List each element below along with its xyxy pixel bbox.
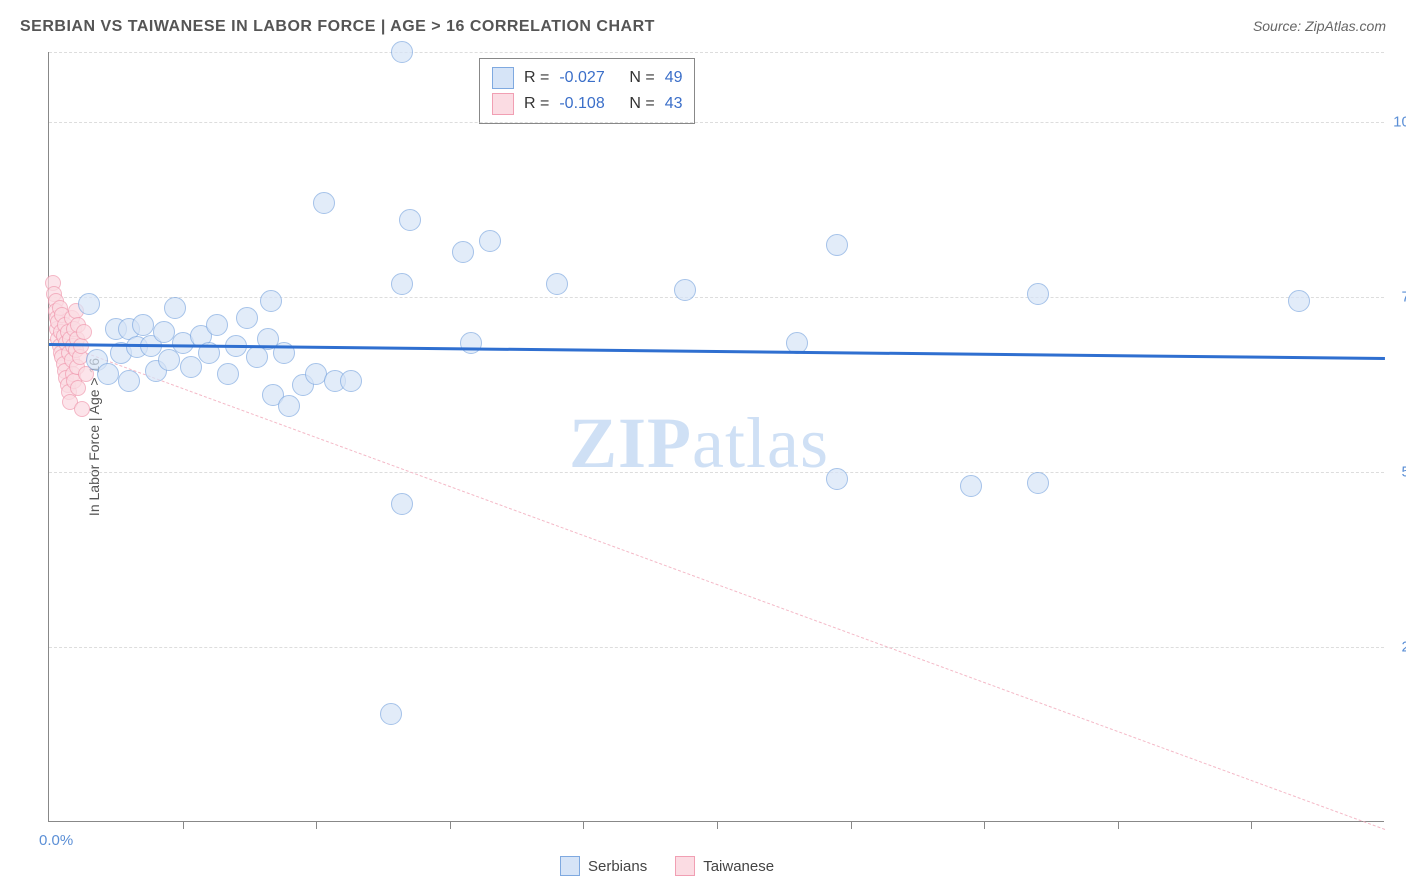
data-point	[380, 703, 402, 725]
gridline	[49, 472, 1384, 473]
legend-row: R = -0.108 N = 43	[492, 91, 682, 117]
x-tick	[851, 821, 852, 829]
legend-n-label: N =	[629, 69, 654, 87]
data-point	[180, 356, 202, 378]
data-point	[1027, 283, 1049, 305]
data-point	[391, 493, 413, 515]
data-point	[391, 273, 413, 295]
chart-title: SERBIAN VS TAIWANESE IN LABOR FORCE | AG…	[20, 18, 655, 36]
series-legend-item: Serbians	[560, 856, 647, 876]
y-tick-label: 100.0%	[1390, 114, 1406, 131]
watermark-atlas: atlas	[692, 403, 829, 483]
data-point	[164, 297, 186, 319]
gridline	[49, 122, 1384, 123]
x-tick	[984, 821, 985, 829]
series-legend-item: Taiwanese	[675, 856, 774, 876]
x-tick	[183, 821, 184, 829]
x-axis-origin-label: 0.0%	[39, 832, 73, 849]
series-legend-label: Serbians	[588, 858, 647, 875]
data-point	[826, 468, 848, 490]
correlation-legend: R = -0.027 N = 49 R = -0.108 N = 43	[479, 58, 695, 124]
x-tick	[450, 821, 451, 829]
data-point	[78, 293, 100, 315]
data-point	[70, 380, 86, 396]
data-point	[313, 192, 335, 214]
legend-swatch	[492, 67, 514, 89]
data-point	[74, 401, 90, 417]
legend-r-label: R =	[524, 95, 549, 113]
data-point	[340, 370, 362, 392]
y-tick-label: 50.0%	[1390, 464, 1406, 481]
legend-n-value: 49	[665, 69, 683, 87]
legend-n-value: 43	[665, 95, 683, 113]
data-point	[674, 279, 696, 301]
gridline	[49, 297, 1384, 298]
data-point	[97, 363, 119, 385]
scatter-plot-area: In Labor Force | Age > 16 ZIPatlas 0.0% …	[48, 52, 1384, 822]
x-tick	[583, 821, 584, 829]
data-point	[236, 307, 258, 329]
data-point	[217, 363, 239, 385]
x-tick	[1118, 821, 1119, 829]
data-point	[546, 273, 568, 295]
legend-swatch	[560, 856, 580, 876]
data-point	[452, 241, 474, 263]
data-point	[1027, 472, 1049, 494]
legend-n-label: N =	[629, 95, 654, 113]
data-point	[118, 370, 140, 392]
gridline	[49, 647, 1384, 648]
data-point	[960, 475, 982, 497]
data-point	[132, 314, 154, 336]
source-attribution: Source: ZipAtlas.com	[1253, 18, 1386, 34]
x-tick	[316, 821, 317, 829]
data-point	[391, 41, 413, 63]
data-point	[479, 230, 501, 252]
data-point	[260, 290, 282, 312]
legend-row: R = -0.027 N = 49	[492, 65, 682, 91]
x-tick	[1251, 821, 1252, 829]
x-tick	[717, 821, 718, 829]
data-point	[278, 395, 300, 417]
legend-r-value: -0.027	[559, 69, 619, 87]
data-point	[206, 314, 228, 336]
data-point	[399, 209, 421, 231]
data-point	[1288, 290, 1310, 312]
legend-swatch	[492, 93, 514, 115]
data-point	[76, 324, 92, 340]
y-tick-label: 75.0%	[1390, 289, 1406, 306]
data-point	[826, 234, 848, 256]
series-legend-label: Taiwanese	[703, 858, 774, 875]
watermark-zip: ZIP	[569, 403, 692, 483]
series-legend: Serbians Taiwanese	[560, 856, 774, 876]
trend-line	[49, 339, 1385, 830]
legend-r-value: -0.108	[559, 95, 619, 113]
y-tick-label: 25.0%	[1390, 639, 1406, 656]
legend-swatch	[675, 856, 695, 876]
gridline	[49, 52, 1384, 53]
legend-r-label: R =	[524, 69, 549, 87]
